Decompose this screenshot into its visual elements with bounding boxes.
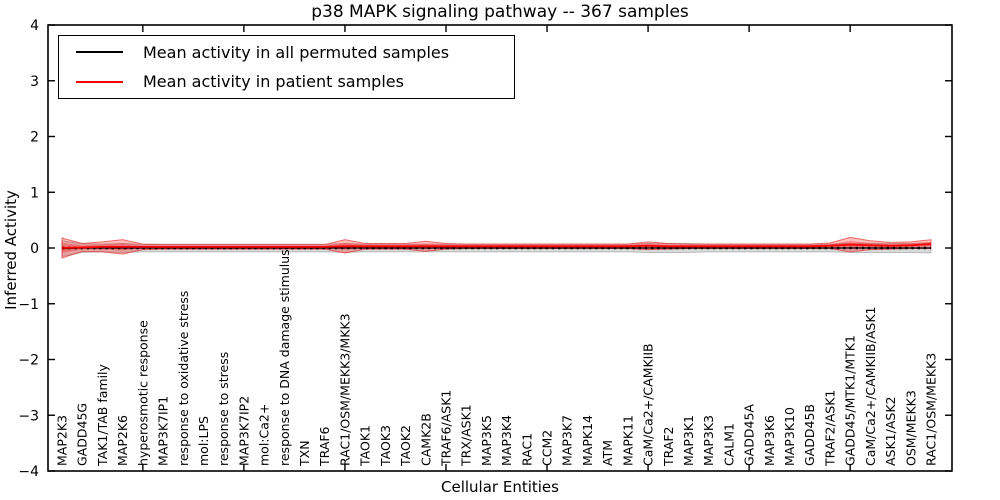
x-tick-label: GADD45A — [742, 404, 757, 466]
x-tick-label: MAPK11 — [620, 415, 635, 466]
x-tick-label: CALM1 — [721, 423, 736, 466]
x-tick-label: CaM/Ca2+/CAMKIIB — [641, 343, 656, 466]
y-tick-label: −1 — [18, 297, 39, 313]
x-tick-label: TAOK1 — [358, 425, 373, 467]
x-tick-label: CaM/Ca2+/CAMKIIB/ASK1 — [863, 307, 878, 466]
x-tick-label: MAP3K6 — [762, 415, 777, 466]
y-tick-label: −4 — [18, 464, 39, 480]
legend: Mean activity in all permuted samples Me… — [58, 35, 515, 99]
x-tick-label: response to oxidative stress — [176, 291, 191, 466]
x-tick-label: TRAF2/ASK1 — [822, 390, 837, 467]
x-tick-label: TXN — [297, 440, 312, 467]
x-tick-label: mol:Ca2+ — [257, 404, 272, 466]
y-tick-label: 2 — [30, 130, 39, 146]
x-tick-label: TRAF6/ASK1 — [438, 390, 453, 467]
legend-label-patient: Mean activity in patient samples — [143, 72, 404, 92]
x-tick-label: RAC1 — [519, 433, 534, 466]
x-tick-label: TRAF2 — [661, 426, 676, 467]
black-line-icon — [76, 51, 123, 54]
y-tick-label: 1 — [30, 185, 39, 201]
legend-label-permuted: Mean activity in all permuted samples — [143, 42, 450, 62]
legend-item-patient: Mean activity in patient samples — [59, 69, 514, 95]
x-tick-label: TRAF6 — [317, 426, 332, 467]
x-tick-label: TAOK2 — [398, 425, 413, 467]
x-tick-label: TAK1/TAB family — [95, 363, 110, 467]
y-tick-label: −3 — [18, 408, 39, 424]
y-tick-label: 0 — [30, 241, 39, 257]
x-tick-label: MAP2K3 — [55, 415, 70, 466]
x-tick-label: GADD45G — [75, 403, 90, 466]
x-tick-label: GADD45/MTK1/MTK1 — [843, 335, 858, 466]
x-tick-label: MAP2K6 — [115, 415, 130, 466]
x-tick-label: hyperosmotic response — [135, 320, 150, 466]
chart-title: p38 MAPK signaling pathway -- 367 sample… — [311, 2, 689, 22]
x-tick-label: TRX/ASK1 — [459, 404, 474, 467]
x-tick-label: MAP3K5 — [479, 415, 494, 466]
x-tick-label: CAMK2B — [418, 413, 433, 466]
x-tick-label: ASK1/ASK2 — [883, 397, 898, 466]
x-tick-label: RAC1/OSM/MEKK3 — [924, 353, 939, 466]
y-tick-label: −2 — [18, 353, 39, 369]
x-tick-label: MAP3K4 — [499, 415, 514, 466]
x-tick-label: MAP3K3 — [701, 415, 716, 466]
x-tick-label: TAOK3 — [378, 425, 393, 467]
x-tick-label: MAP3K7 — [560, 415, 575, 466]
y-tick-label: 3 — [30, 74, 39, 90]
x-tick-label: mol:LPS — [196, 416, 211, 466]
x-tick-label: MAP3K10 — [782, 407, 797, 466]
y-tick-label: 4 — [30, 18, 39, 34]
legend-item-permuted: Mean activity in all permuted samples — [59, 39, 514, 65]
x-tick-label: MAPK14 — [580, 415, 595, 466]
x-tick-label: response to stress — [216, 352, 231, 466]
red-line-icon — [76, 80, 123, 83]
x-tick-label: GADD45B — [802, 404, 817, 466]
x-tick-label: CCM2 — [540, 430, 555, 466]
x-axis-label: Cellular Entities — [441, 478, 559, 496]
x-tick-label: RAC1/OSM/MEKK3/MKK3 — [337, 313, 352, 466]
x-tick-label: response to DNA damage stimulus — [277, 249, 292, 466]
x-tick-label: OSM/MEKK3 — [903, 390, 918, 466]
patient-mean-line — [61, 243, 932, 249]
x-tick-label: ATM — [600, 440, 615, 466]
x-tick-label: MAP3K7IP1 — [156, 396, 171, 466]
x-tick-label: MAP3K1 — [681, 415, 696, 466]
x-tick-label: MAP3K7IP2 — [236, 396, 251, 466]
